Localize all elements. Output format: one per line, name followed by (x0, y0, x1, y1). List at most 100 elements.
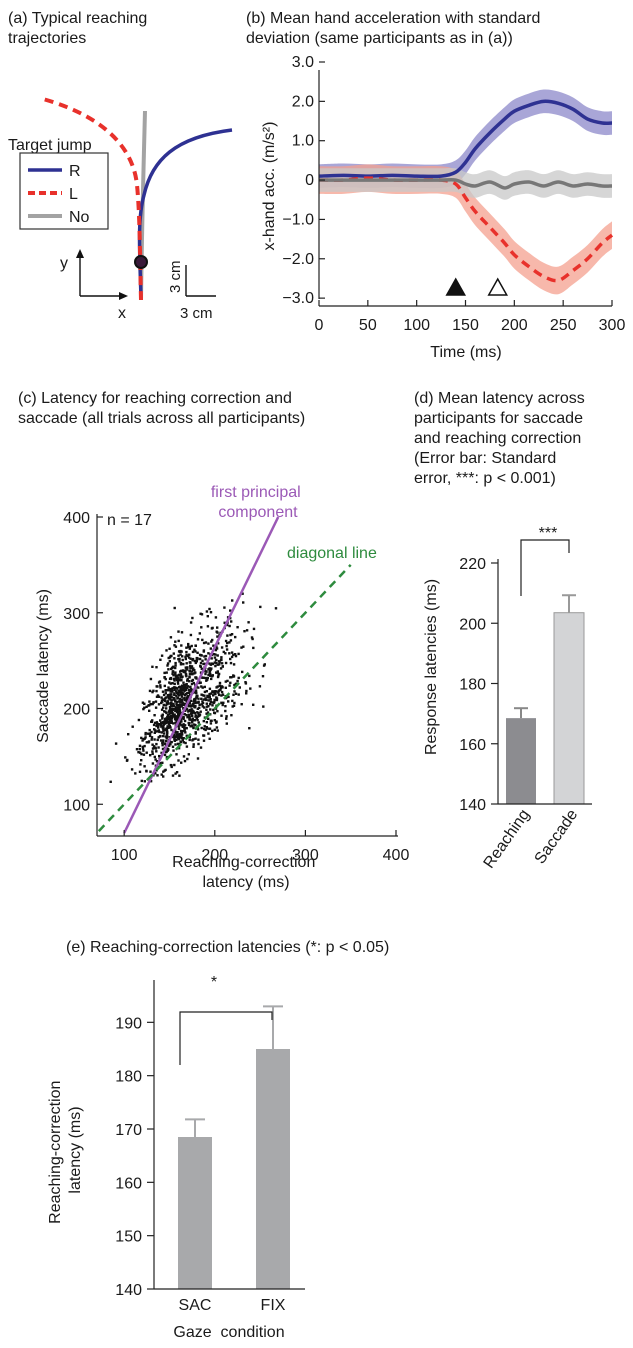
scatter-point (206, 695, 209, 699)
scatter-point (237, 652, 240, 656)
b-y-tick-label: −2.0 (282, 251, 314, 268)
scatter-point (142, 707, 145, 711)
scatter-point (197, 721, 200, 724)
scatter-point (231, 599, 234, 602)
scatter-point (148, 689, 152, 693)
scatter-point (148, 704, 151, 707)
scatter-point (222, 650, 225, 654)
scatter-point (219, 658, 223, 662)
scatter-point (206, 615, 209, 618)
panel-d-title: (d) Mean latency across participants for… (414, 390, 585, 487)
scatter-point (148, 728, 151, 732)
b-x-tick-label: 150 (452, 317, 479, 334)
scatter-point (183, 719, 187, 723)
b-y-axis-title: x-hand acc. (m/s²) (261, 122, 278, 251)
scatter-point (258, 685, 262, 688)
scatter-point (174, 690, 178, 693)
c-x-tick-label: 100 (111, 847, 138, 864)
scatter-point (237, 693, 240, 696)
e-axes (153, 980, 305, 1290)
scatter-point (261, 675, 265, 678)
d-significance-bracket (520, 539, 570, 596)
scatter-point (182, 688, 186, 691)
scatter-point (169, 721, 172, 724)
d-significance-label: *** (539, 525, 558, 542)
scatter-point (155, 721, 159, 724)
e-x-tick-label: SAC (179, 1297, 212, 1314)
scatter-point (205, 708, 208, 711)
scatter-point (187, 721, 190, 725)
scatter-point (162, 739, 165, 742)
scatter-point (195, 676, 198, 679)
b-markers (445, 277, 509, 296)
scatter-point (166, 735, 169, 738)
scatter-point (220, 662, 224, 665)
scatter-point (205, 670, 208, 673)
e-y-tick-label: 140 (115, 1282, 142, 1299)
scatter-point (148, 732, 152, 735)
scatter-point (210, 667, 213, 670)
e-y-axis-title-line1: Reaching-correction (47, 1081, 64, 1224)
scatter-point (160, 721, 163, 724)
scatter-point (179, 670, 182, 673)
scatter-point (204, 641, 208, 644)
scatter-point (202, 650, 205, 653)
scatter-point (163, 728, 167, 732)
scatter-point (161, 713, 164, 716)
scatter-point (173, 713, 176, 716)
scatter-point (176, 678, 179, 681)
scatter-point (233, 701, 236, 705)
scatter-point (198, 681, 201, 685)
scatter-point (153, 755, 156, 759)
scatter-point (216, 675, 220, 679)
scatter-point (205, 690, 208, 693)
scatter-point (170, 765, 173, 769)
scatter-point (172, 698, 175, 701)
scatter-point (160, 701, 163, 705)
scatter-point (162, 723, 165, 727)
scatter-point (187, 656, 191, 659)
scatter-point (145, 705, 148, 708)
scatter-point (201, 701, 205, 705)
scatter-point (194, 715, 197, 718)
e-y-tick-label: 170 (115, 1122, 142, 1139)
e-x-tick-label: FIX (261, 1297, 286, 1314)
scatter-point (179, 740, 183, 744)
scatter-point (144, 733, 147, 736)
scatter-point (127, 733, 130, 736)
scatter-point (216, 654, 219, 657)
scatter-point (220, 694, 223, 697)
scatter-point (160, 654, 164, 657)
scatter-point (196, 638, 200, 641)
scatter-point (177, 716, 180, 719)
scatter-point (150, 738, 153, 741)
scatter-point (169, 711, 173, 715)
scatter-point (174, 730, 177, 733)
c-x-tick-label: 400 (383, 847, 410, 864)
e-significance-bracket (179, 1011, 273, 1065)
scatter-point (170, 695, 173, 699)
scatter-point (182, 670, 185, 674)
scatter-point (160, 708, 164, 711)
scatter-point (190, 682, 194, 686)
scatter-point (194, 732, 197, 735)
scatter-point (159, 686, 162, 689)
scatter-point (208, 737, 211, 740)
scatter-point (248, 674, 251, 678)
scatter-point (190, 719, 194, 722)
scatter-point (200, 726, 203, 730)
scatter-point (172, 713, 175, 716)
e-y-tick-label: 180 (115, 1069, 142, 1086)
scatter-point (177, 694, 181, 697)
e-bar-fix (256, 1049, 290, 1289)
scatter-point (163, 742, 167, 745)
scatter-point (200, 626, 203, 629)
scatter-point (165, 711, 168, 715)
scatter-point (181, 725, 184, 728)
scatter-point (193, 691, 197, 694)
scatter-point (188, 676, 191, 679)
scatter-point (145, 769, 148, 773)
scatter-point (150, 730, 153, 734)
scatter-point (217, 674, 220, 677)
scatter-point (187, 710, 190, 713)
